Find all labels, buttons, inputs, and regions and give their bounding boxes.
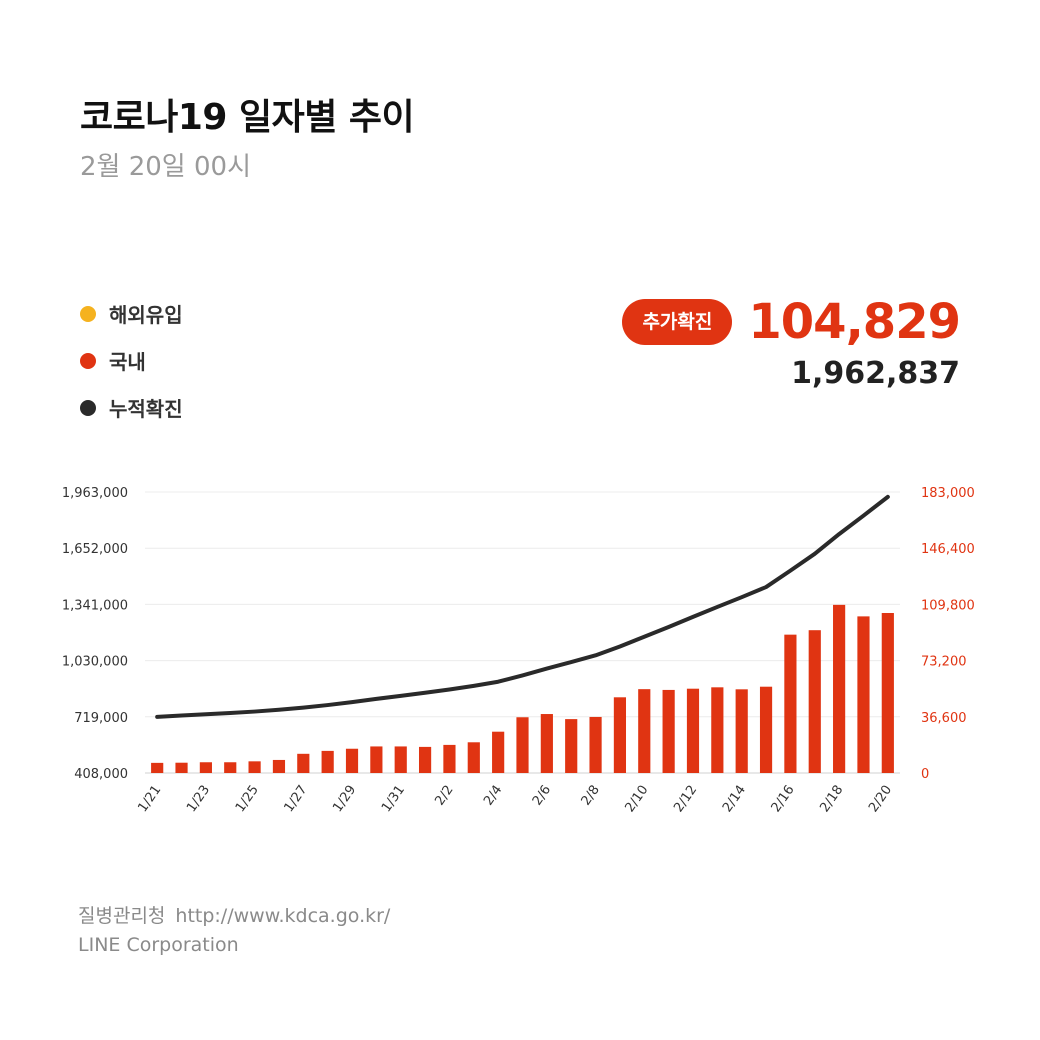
y-right-tick-label: 36,600 <box>921 711 967 726</box>
y-left-tick-label: 1,963,000 <box>62 486 128 501</box>
bar-domestic <box>833 604 846 773</box>
legend-label: 누적확진 <box>109 397 183 421</box>
x-tick-label: 1/31 <box>379 783 408 816</box>
bar-domestic <box>199 762 212 773</box>
x-tick-label: 2/8 <box>579 783 603 809</box>
x-tick-label: 2/2 <box>432 783 456 809</box>
bar-domestic <box>589 716 602 773</box>
y-right-tick-label: 0 <box>921 767 929 782</box>
bar-domestic <box>321 750 334 773</box>
bar-domestic <box>565 719 578 773</box>
x-tick-label: 2/12 <box>671 783 700 816</box>
source-name: 질병관리청 <box>78 905 166 927</box>
legend-item-domestic: 국내 <box>80 337 183 384</box>
legend-item-cumulative: 누적확진 <box>80 384 183 431</box>
bar-domestic <box>638 689 651 773</box>
bar-domestic <box>151 762 164 773</box>
bar-domestic <box>224 762 237 773</box>
bar-domestic <box>540 714 553 773</box>
legend-dot-icon <box>80 352 96 369</box>
y-left-tick-label: 719,000 <box>74 711 128 726</box>
added-cases-value: 104,829 <box>748 294 961 350</box>
x-tick-label: 2/20 <box>866 783 895 816</box>
y-right-tick-label: 183,000 <box>921 486 975 501</box>
bar-domestic <box>735 689 748 773</box>
chart-subtitle: 2월 20일 00시 <box>80 152 251 182</box>
x-tick-label: 2/18 <box>817 783 846 816</box>
bar-domestic <box>759 686 773 773</box>
y-left-tick-label: 408,000 <box>74 767 128 782</box>
x-tick-label: 1/23 <box>184 783 213 816</box>
bar-domestic <box>516 717 529 773</box>
chart-plot: 408,000 0 719,000 36,600 1,030,000 73,200 1,34… <box>62 486 975 816</box>
footer: 질병관리청 http://www.kdca.go.kr/ LINE Corpora… <box>78 902 390 960</box>
bar-domestic <box>784 634 797 773</box>
x-tick-label: 1/29 <box>330 783 359 816</box>
bar-domestic <box>881 612 894 773</box>
line-cumulative <box>155 494 890 719</box>
legend-label: 국내 <box>109 350 146 374</box>
y-left-tick-label: 1,341,000 <box>62 598 128 613</box>
bar-domestic <box>248 761 261 773</box>
y-left-tick-label: 1,652,000 <box>62 542 128 557</box>
bar-domestic <box>711 687 724 773</box>
x-tick-label: 1/25 <box>233 783 262 816</box>
x-tick-label: 2/16 <box>769 783 798 816</box>
x-tick-label: 2/14 <box>720 783 749 816</box>
bar-domestic <box>175 762 188 773</box>
x-tick-label: 2/6 <box>530 783 554 809</box>
bar-domestic <box>345 748 359 773</box>
bar-domestic <box>467 742 480 773</box>
bar-domestic <box>662 689 675 773</box>
legend-label: 해외유입 <box>109 303 183 327</box>
bar-domestic <box>686 688 700 773</box>
bar-domestic <box>418 746 432 773</box>
y-right-tick-label: 146,400 <box>921 542 975 557</box>
legend-dot-icon <box>80 399 96 416</box>
summary-panel: 추가확진 104,829 1,962,837 <box>622 294 961 391</box>
bar-domestic <box>394 746 407 773</box>
company-name: LINE Corporation <box>78 934 239 956</box>
y-left-tick-label: 1,030,000 <box>62 655 128 670</box>
bar-domestic <box>613 697 627 773</box>
bar-domestic <box>370 746 383 773</box>
added-cases-badge: 추가확진 <box>622 299 733 345</box>
x-tick-label: 2/4 <box>481 783 505 809</box>
bar-domestic <box>272 759 286 773</box>
source-url: http://www.kdca.go.kr/ <box>175 905 391 927</box>
x-tick-label: 1/27 <box>282 783 311 816</box>
legend-item-overseas: 해외유입 <box>80 290 183 337</box>
bar-domestic <box>297 753 310 773</box>
x-tick-label: 2/10 <box>623 783 652 816</box>
chart-title: 코로나19 일자별 추이 <box>80 97 415 138</box>
cumulative-cases-value: 1,962,837 <box>791 356 960 391</box>
y-right-tick-label: 109,800 <box>921 598 975 613</box>
legend-dot-icon <box>80 305 96 322</box>
legend: 해외유입 국내 누적확진 <box>80 290 183 431</box>
y-right-tick-label: 73,200 <box>921 655 967 670</box>
x-tick-label: 1/21 <box>135 783 164 816</box>
bar-domestic <box>443 744 456 773</box>
bar-domestic <box>492 731 505 773</box>
bar-domestic <box>857 616 870 773</box>
bar-domestic <box>808 630 821 773</box>
